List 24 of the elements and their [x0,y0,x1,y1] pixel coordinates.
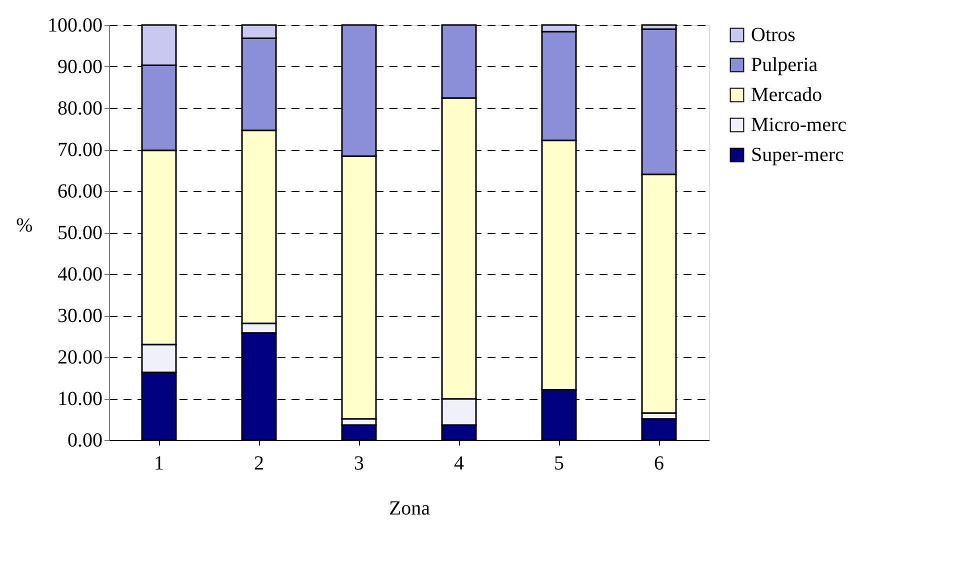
y-tick-label: 90.00 [58,56,102,78]
x-tick-label: 4 [454,452,464,474]
x-tick-label: 5 [554,452,564,474]
y-tick-label: 0.00 [68,430,102,452]
y-tick-label: 10.00 [58,388,102,410]
y-tick-label: 100.00 [48,14,102,36]
y-axis-title: % [16,214,33,236]
y-tick-label: 50.00 [58,222,102,244]
x-axis-title: Zona [388,498,430,520]
legend-label: Otros [751,24,796,46]
y-tick-label: 40.00 [58,264,102,286]
legend-label: Mercado [751,84,822,106]
y-tick-label: 80.00 [58,98,102,120]
x-tick-label: 6 [654,452,664,474]
y-tick-label: 60.00 [58,180,102,202]
y-tick-label: 70.00 [58,139,102,161]
y-tick-label: 20.00 [58,346,102,368]
legend-label: Super-merc [751,144,844,166]
legend-label: Pulperia [751,54,818,76]
legend-label: Micro-merc [751,114,847,136]
x-tick-label: 3 [354,452,364,474]
x-tick-label: 2 [254,452,264,474]
y-tick-label: 30.00 [58,305,102,327]
x-tick-label: 1 [154,452,164,474]
